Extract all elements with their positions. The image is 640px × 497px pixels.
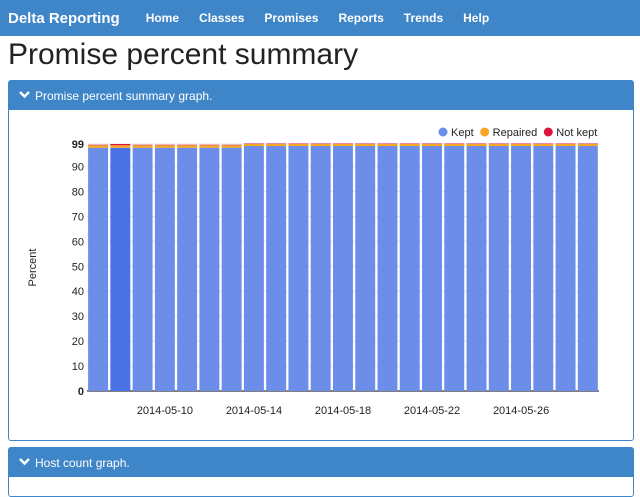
- x-tick-label: 2014-05-10: [137, 405, 193, 417]
- bar-kept-2014-05-16: [288, 146, 308, 391]
- bar-repaired-2014-05-11: [177, 145, 197, 147]
- promise-percent-chart: 0 10 20 30 40 50 60 70 80 90 99 Percent 2014-05-10 20…: [9, 110, 633, 440]
- bar-kept-2014-05-13: [222, 148, 242, 391]
- nav-classes[interactable]: Classes: [199, 11, 244, 25]
- y-tick-label: 99: [72, 139, 84, 151]
- bar-kept-2014-05-26: [511, 146, 531, 391]
- bar-repaired-2014-05-15: [266, 144, 286, 146]
- nav-trends[interactable]: Trends: [404, 11, 443, 25]
- bar-kept-2014-05-20: [377, 146, 397, 391]
- legend-label: Repaired: [493, 127, 538, 139]
- bar-not-kept-2014-05-08: [110, 144, 130, 145]
- bar-repaired-2014-05-28: [556, 144, 576, 146]
- bar-repaired-2014-05-16: [288, 144, 308, 146]
- chevron-down-icon: [19, 457, 30, 469]
- host-count-panel: Host count graph.: [8, 447, 634, 497]
- bar-kept-2014-05-17: [311, 146, 331, 391]
- bar-kept-2014-05-10: [155, 148, 175, 391]
- bar-repaired-2014-05-19: [355, 144, 375, 146]
- bar-kept-2014-05-25: [489, 146, 509, 391]
- nav-reports[interactable]: Reports: [338, 11, 383, 25]
- bar-repaired-2014-05-21: [400, 144, 420, 146]
- bar-kept-2014-05-11: [177, 148, 197, 391]
- bar-repaired-2014-05-27: [533, 144, 553, 146]
- bar-repaired-2014-05-17: [311, 144, 331, 146]
- bar-repaired-2014-05-18: [333, 144, 353, 146]
- bar-kept-2014-05-15: [266, 146, 286, 391]
- y-tick-label: 70: [72, 211, 84, 223]
- y-tick-label: 60: [72, 236, 84, 248]
- y-tick-label: 50: [72, 261, 84, 273]
- bar-kept-2014-05-28: [556, 146, 576, 391]
- bar-repaired-2014-05-12: [199, 145, 219, 147]
- bar-kept-2014-05-23: [444, 146, 464, 391]
- bar-kept-2014-05-07: [88, 148, 108, 391]
- x-tick-label: 2014-05-22: [404, 405, 460, 417]
- bar-kept-2014-05-12: [199, 148, 219, 391]
- y-tick-label: 40: [72, 286, 84, 298]
- bar-kept-2014-05-09: [133, 148, 153, 391]
- y-axis-label: Percent: [27, 249, 39, 287]
- nav-help[interactable]: Help: [463, 11, 489, 25]
- y-tick-label: 10: [72, 361, 84, 373]
- bar-kept-2014-05-18: [333, 146, 353, 391]
- bar-kept-2014-05-29: [578, 146, 598, 391]
- bar-repaired-2014-05-10: [155, 145, 175, 147]
- nav-home[interactable]: Home: [146, 11, 179, 25]
- legend-swatch: [480, 128, 489, 137]
- x-tick-label: 2014-05-26: [493, 405, 549, 417]
- bar-repaired-2014-05-26: [511, 144, 531, 146]
- host-count-toggle[interactable]: Host count graph.: [9, 448, 633, 477]
- legend-swatch: [544, 128, 553, 137]
- summary-graph-panel: Promise percent summary graph. 0 10 20 30 40…: [8, 80, 634, 441]
- bar-repaired-2014-05-13: [222, 145, 242, 147]
- bar-repaired-2014-05-22: [422, 144, 442, 146]
- chevron-down-icon: [19, 90, 30, 102]
- bar-repaired-2014-05-08: [110, 145, 130, 147]
- bar-repaired-2014-05-14: [244, 144, 264, 146]
- legend-label: Not kept: [556, 127, 597, 139]
- nav-promises[interactable]: Promises: [264, 11, 318, 25]
- y-tick-label: 90: [72, 161, 84, 173]
- bar-kept-2014-05-19: [355, 146, 375, 391]
- bar-kept-2014-05-21: [400, 146, 420, 391]
- bar-repaired-2014-05-25: [489, 144, 509, 146]
- bar-kept-2014-05-27: [533, 146, 553, 391]
- bar-repaired-2014-05-20: [377, 144, 397, 146]
- bar-repaired-2014-05-09: [133, 145, 153, 147]
- bar-repaired-2014-05-24: [467, 144, 487, 146]
- host-count-heading: Host count graph.: [35, 456, 130, 470]
- bar-repaired-2014-05-23: [444, 144, 464, 146]
- legend-label: Kept: [451, 127, 474, 139]
- page-title: Promise percent summary: [8, 38, 358, 72]
- summary-graph-toggle[interactable]: Promise percent summary graph.: [9, 81, 633, 110]
- y-tick-label: 20: [72, 336, 84, 348]
- bar-repaired-2014-05-29: [578, 144, 598, 146]
- bar-kept-2014-05-22: [422, 146, 442, 391]
- summary-graph-heading: Promise percent summary graph.: [35, 89, 212, 103]
- y-tick-label: 0: [78, 386, 84, 398]
- y-tick-label: 30: [72, 311, 84, 323]
- brand-link[interactable]: Delta Reporting: [8, 10, 120, 27]
- legend-swatch: [439, 128, 448, 137]
- top-navbar: Delta Reporting Home Classes Promises Re…: [0, 0, 640, 36]
- bar-repaired-2014-05-07: [88, 145, 108, 147]
- bar-kept-2014-05-24: [467, 146, 487, 391]
- y-tick-label: 80: [72, 186, 84, 198]
- bar-kept-2014-05-14: [244, 146, 264, 391]
- x-tick-label: 2014-05-18: [315, 405, 371, 417]
- x-tick-label: 2014-05-14: [226, 405, 282, 417]
- bar-kept-2014-05-08: [110, 148, 130, 391]
